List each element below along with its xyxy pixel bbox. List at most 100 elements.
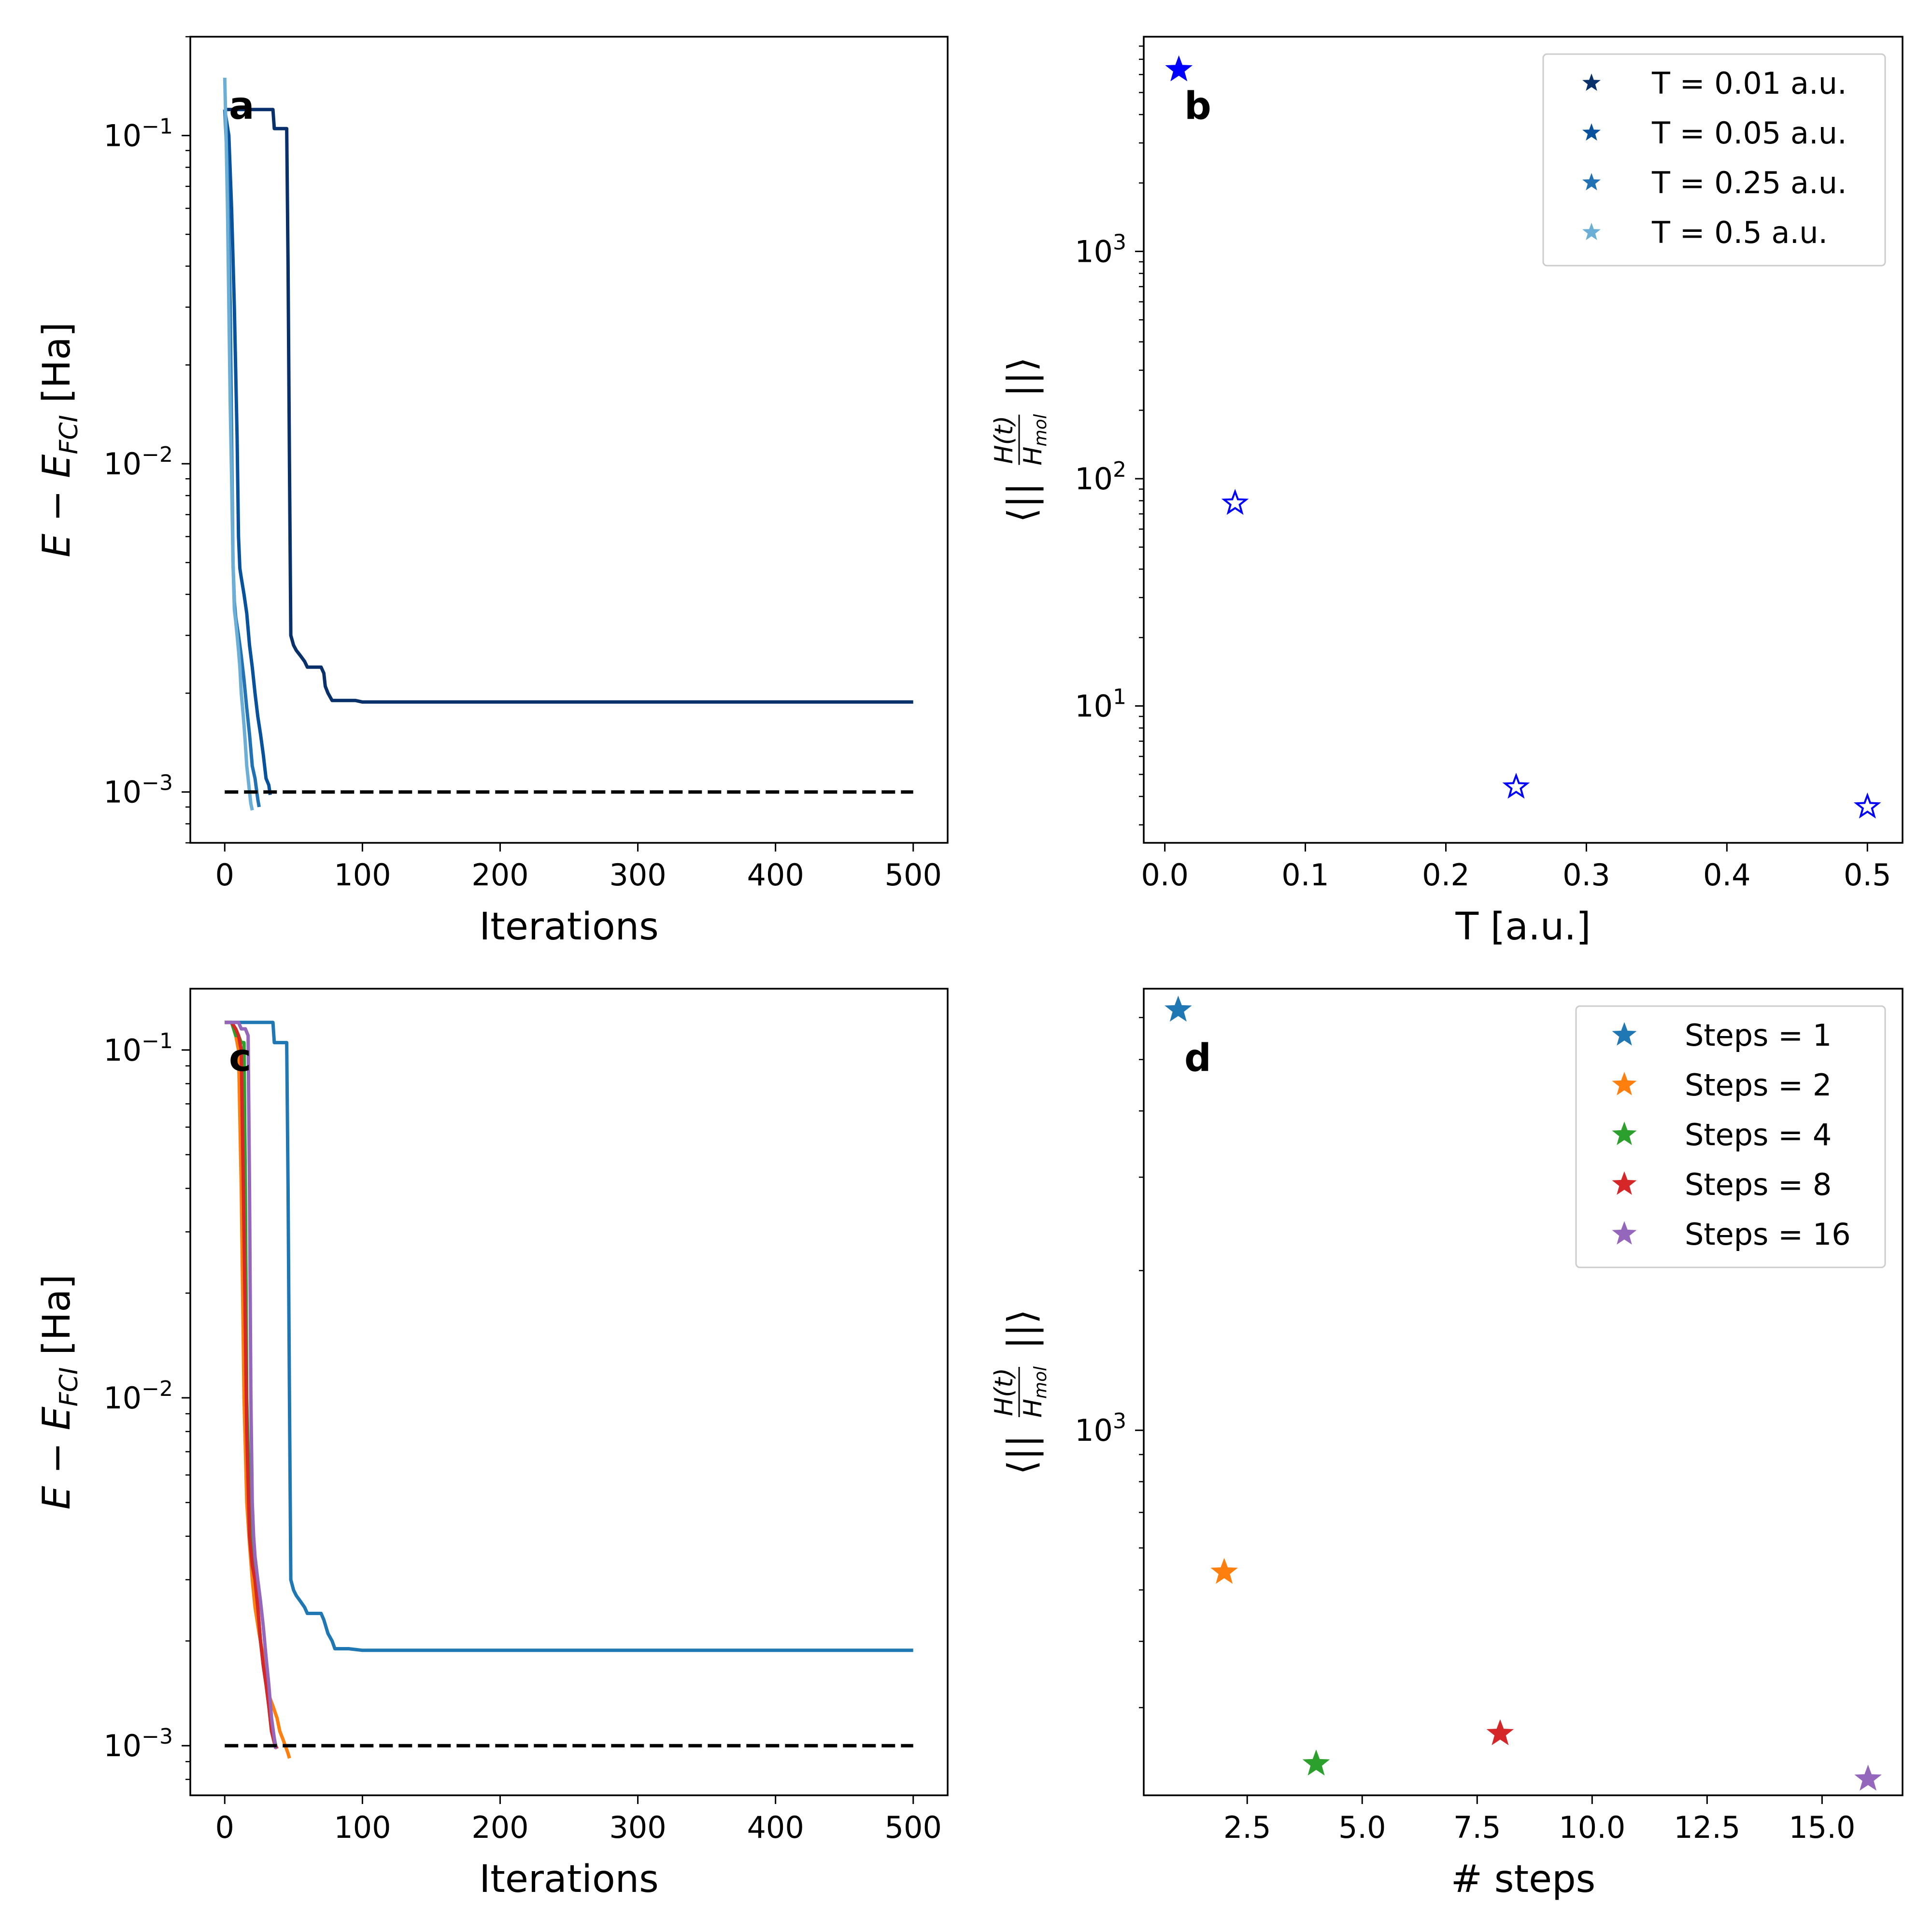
x-axis-label: Iterations (479, 905, 659, 949)
legend: T = 0.01 a.u. T = 0.05 a.u. T = 0.25 a.u. T… (1542, 53, 1886, 267)
y-axis-label: E − EFCI [Ha] (35, 1274, 84, 1509)
data-point-3 (1302, 1749, 1330, 1776)
y-label-denominator: Hmol (1019, 414, 1051, 465)
y-tick-label: 10−1 (103, 114, 173, 154)
panel-letter: b (1184, 85, 1211, 128)
legend-label: Steps = 2 (1685, 1067, 1832, 1103)
x-tick-label: 0.1 (1281, 857, 1329, 893)
y-label-open: ⟨|| (1000, 483, 1044, 523)
y-tick-exponent: 3 (1113, 1409, 1126, 1434)
legend-label: Steps = 16 (1685, 1217, 1851, 1252)
y-tick-label: 103 (1075, 230, 1126, 269)
x-axis-label: # steps (1451, 1858, 1596, 1901)
x-tick-label: 500 (885, 857, 942, 893)
legend-marker (1612, 1072, 1637, 1095)
legend-label: T = 0.25 a.u. (1651, 165, 1847, 200)
y-label-den-sub: mol (1031, 414, 1051, 446)
y-label-denominator: Hmol (1019, 1366, 1051, 1418)
y-tick-exponent: 1 (1113, 685, 1126, 710)
y-tick-exponent: −3 (142, 1724, 173, 1749)
y-tick-base: 10 (103, 1728, 142, 1763)
series-line-2 (223, 109, 272, 796)
series-line-4 (223, 77, 254, 811)
panel-letter: d (1184, 1037, 1211, 1080)
legend-marker (1582, 123, 1601, 141)
x-tick-label: 12.5 (1674, 1810, 1740, 1845)
y-label-main: E − E (35, 1406, 79, 1509)
x-tick-label: 100 (334, 857, 391, 893)
y-tick-base: 10 (103, 446, 142, 482)
data-point-5 (1854, 1764, 1882, 1791)
legend-marker (1582, 223, 1601, 241)
legend-marker (1582, 173, 1601, 191)
y-tick-label: 103 (1075, 1409, 1126, 1448)
y-label-close: ||⟩ (1000, 1309, 1044, 1350)
legend-marker (1582, 73, 1601, 91)
x-tick-label: 400 (747, 857, 804, 893)
legend-label: T = 0.5 a.u. (1651, 215, 1828, 250)
y-tick-base: 10 (1075, 461, 1113, 497)
y-axis-label-text: E − EFCI [Ha] (35, 322, 84, 557)
y-label-den-sub: mol (1031, 1366, 1051, 1399)
x-tick-label: 0.3 (1563, 857, 1610, 893)
y-axis-label-text: E − EFCI [Ha] (35, 1274, 84, 1509)
y-tick-label: 10−1 (103, 1029, 173, 1068)
y-axis-label: E − EFCI [Ha] (35, 322, 84, 557)
series-line-1 (225, 1021, 913, 1652)
panel-c: 0 100 200 300 400 50010−310−210−1IterationsE … (35, 988, 949, 1901)
y-tick-base: 10 (103, 1380, 142, 1416)
legend-label: Steps = 8 (1685, 1167, 1832, 1202)
plot-area (225, 1021, 913, 1759)
series-line-5 (225, 1021, 278, 1749)
y-tick-exponent: −3 (142, 771, 173, 796)
legend-marker (1612, 1171, 1637, 1195)
y-tick-label: 101 (1075, 685, 1126, 724)
y-axis-label: ⟨|| H(t) Hmol ||⟩ (990, 1309, 1051, 1475)
panel-letter: c (229, 1037, 251, 1080)
series-line-2 (225, 1021, 291, 1759)
x-tick-label: 0.4 (1703, 857, 1751, 893)
x-tick-label: 300 (609, 1810, 666, 1845)
legend: Steps = 1 Steps = 2 Steps = 4 Steps = 8 Step… (1575, 1005, 1886, 1268)
legend-box (1575, 1005, 1886, 1268)
data-point-4 (1853, 792, 1881, 819)
y-tick-exponent: −2 (142, 1377, 173, 1401)
y-tick-label: 10−2 (103, 442, 173, 482)
legend-marker (1612, 1022, 1637, 1046)
data-point-4 (1486, 1719, 1514, 1746)
y-label-numerator: H(t) (990, 415, 1019, 464)
x-tick-label: 0 (215, 1810, 234, 1845)
axes-frame (189, 988, 949, 1796)
y-tick-label: 10−3 (103, 771, 173, 810)
data-point-3 (1502, 772, 1530, 799)
axes-frame (1143, 988, 1904, 1796)
x-tick-label: 7.5 (1453, 1810, 1501, 1845)
axes-frame (1143, 36, 1904, 844)
y-tick-label: 102 (1075, 457, 1126, 497)
x-tick-label: 0.0 (1141, 857, 1189, 893)
y-label-subscript: FCI (55, 1367, 84, 1407)
y-label-subscript: FCI (55, 415, 84, 455)
x-axis-label: T [a.u.] (1455, 905, 1591, 949)
x-tick-label: 5.0 (1338, 1810, 1386, 1845)
panel-a: 0 100 200 300 400 50010−310−210−1IterationsE … (35, 36, 949, 949)
x-axis-label: Iterations (479, 1858, 659, 1901)
y-tick-label: 10−3 (103, 1724, 173, 1763)
y-tick-label: 10−2 (103, 1377, 173, 1416)
legend-marker (1612, 1122, 1637, 1145)
x-tick-label: 200 (471, 857, 528, 893)
data-point-1 (1165, 995, 1192, 1022)
legend-label: Steps = 4 (1685, 1117, 1832, 1152)
y-tick-base: 10 (1075, 1413, 1113, 1448)
y-label-unit: [Ha] (35, 1274, 79, 1367)
y-label-unit: [Ha] (35, 322, 79, 415)
y-label-close: ||⟩ (1000, 357, 1044, 397)
y-tick-base: 10 (1075, 689, 1113, 724)
plot-area (223, 77, 913, 811)
y-tick-exponent: −2 (142, 442, 173, 467)
y-tick-base: 10 (103, 1033, 142, 1068)
y-label-den-main: H (1019, 1399, 1048, 1418)
data-point-1 (1165, 55, 1193, 82)
